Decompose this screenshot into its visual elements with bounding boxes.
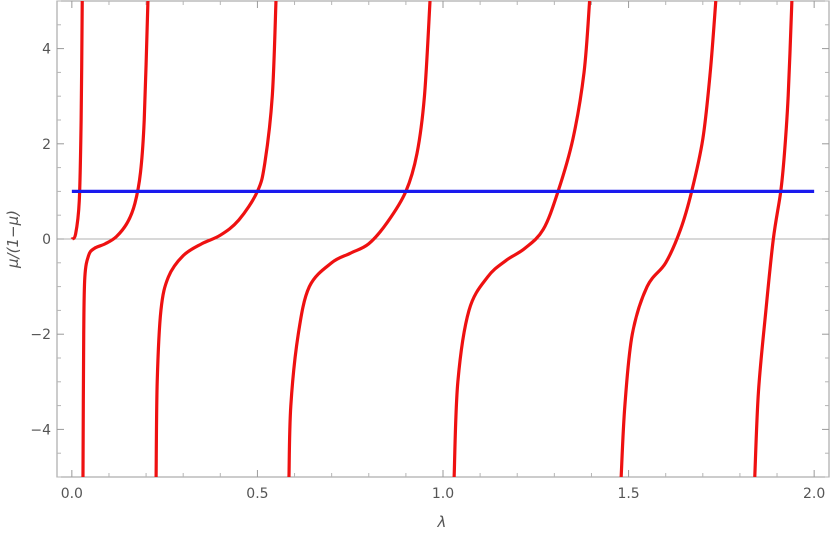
series-0-branch-3 xyxy=(287,1,432,477)
axis-ticks: 0.0 0.5 1.0 1.5 2.0 −4 −2 0 2 4 xyxy=(30,0,829,502)
y-tick-label: 4 xyxy=(42,42,51,58)
y-axis-title: μ/(1−μ) xyxy=(4,210,22,269)
x-tick-label: 0.5 xyxy=(246,486,268,502)
series-0-branch-5 xyxy=(619,1,718,477)
series-0-branch-4 xyxy=(452,1,592,477)
series-0-branch-2 xyxy=(154,1,278,477)
y-tick-label: −2 xyxy=(30,327,51,343)
series-0-branch-1 xyxy=(81,1,150,477)
curves xyxy=(70,1,815,477)
x-tick-label: 0.0 xyxy=(61,486,83,502)
x-tick-label: 1.0 xyxy=(432,486,454,502)
y-tick-label: −4 xyxy=(30,422,51,438)
series-0-branch-6 xyxy=(753,1,794,477)
series-0-branch-0 xyxy=(70,1,84,241)
x-tick-label: 2.0 xyxy=(803,486,825,502)
y-tick-label: 0 xyxy=(42,232,51,248)
x-tick-label: 1.5 xyxy=(617,486,639,502)
y-tick-label: 2 xyxy=(42,137,51,153)
x-axis-title: λ xyxy=(437,513,447,531)
